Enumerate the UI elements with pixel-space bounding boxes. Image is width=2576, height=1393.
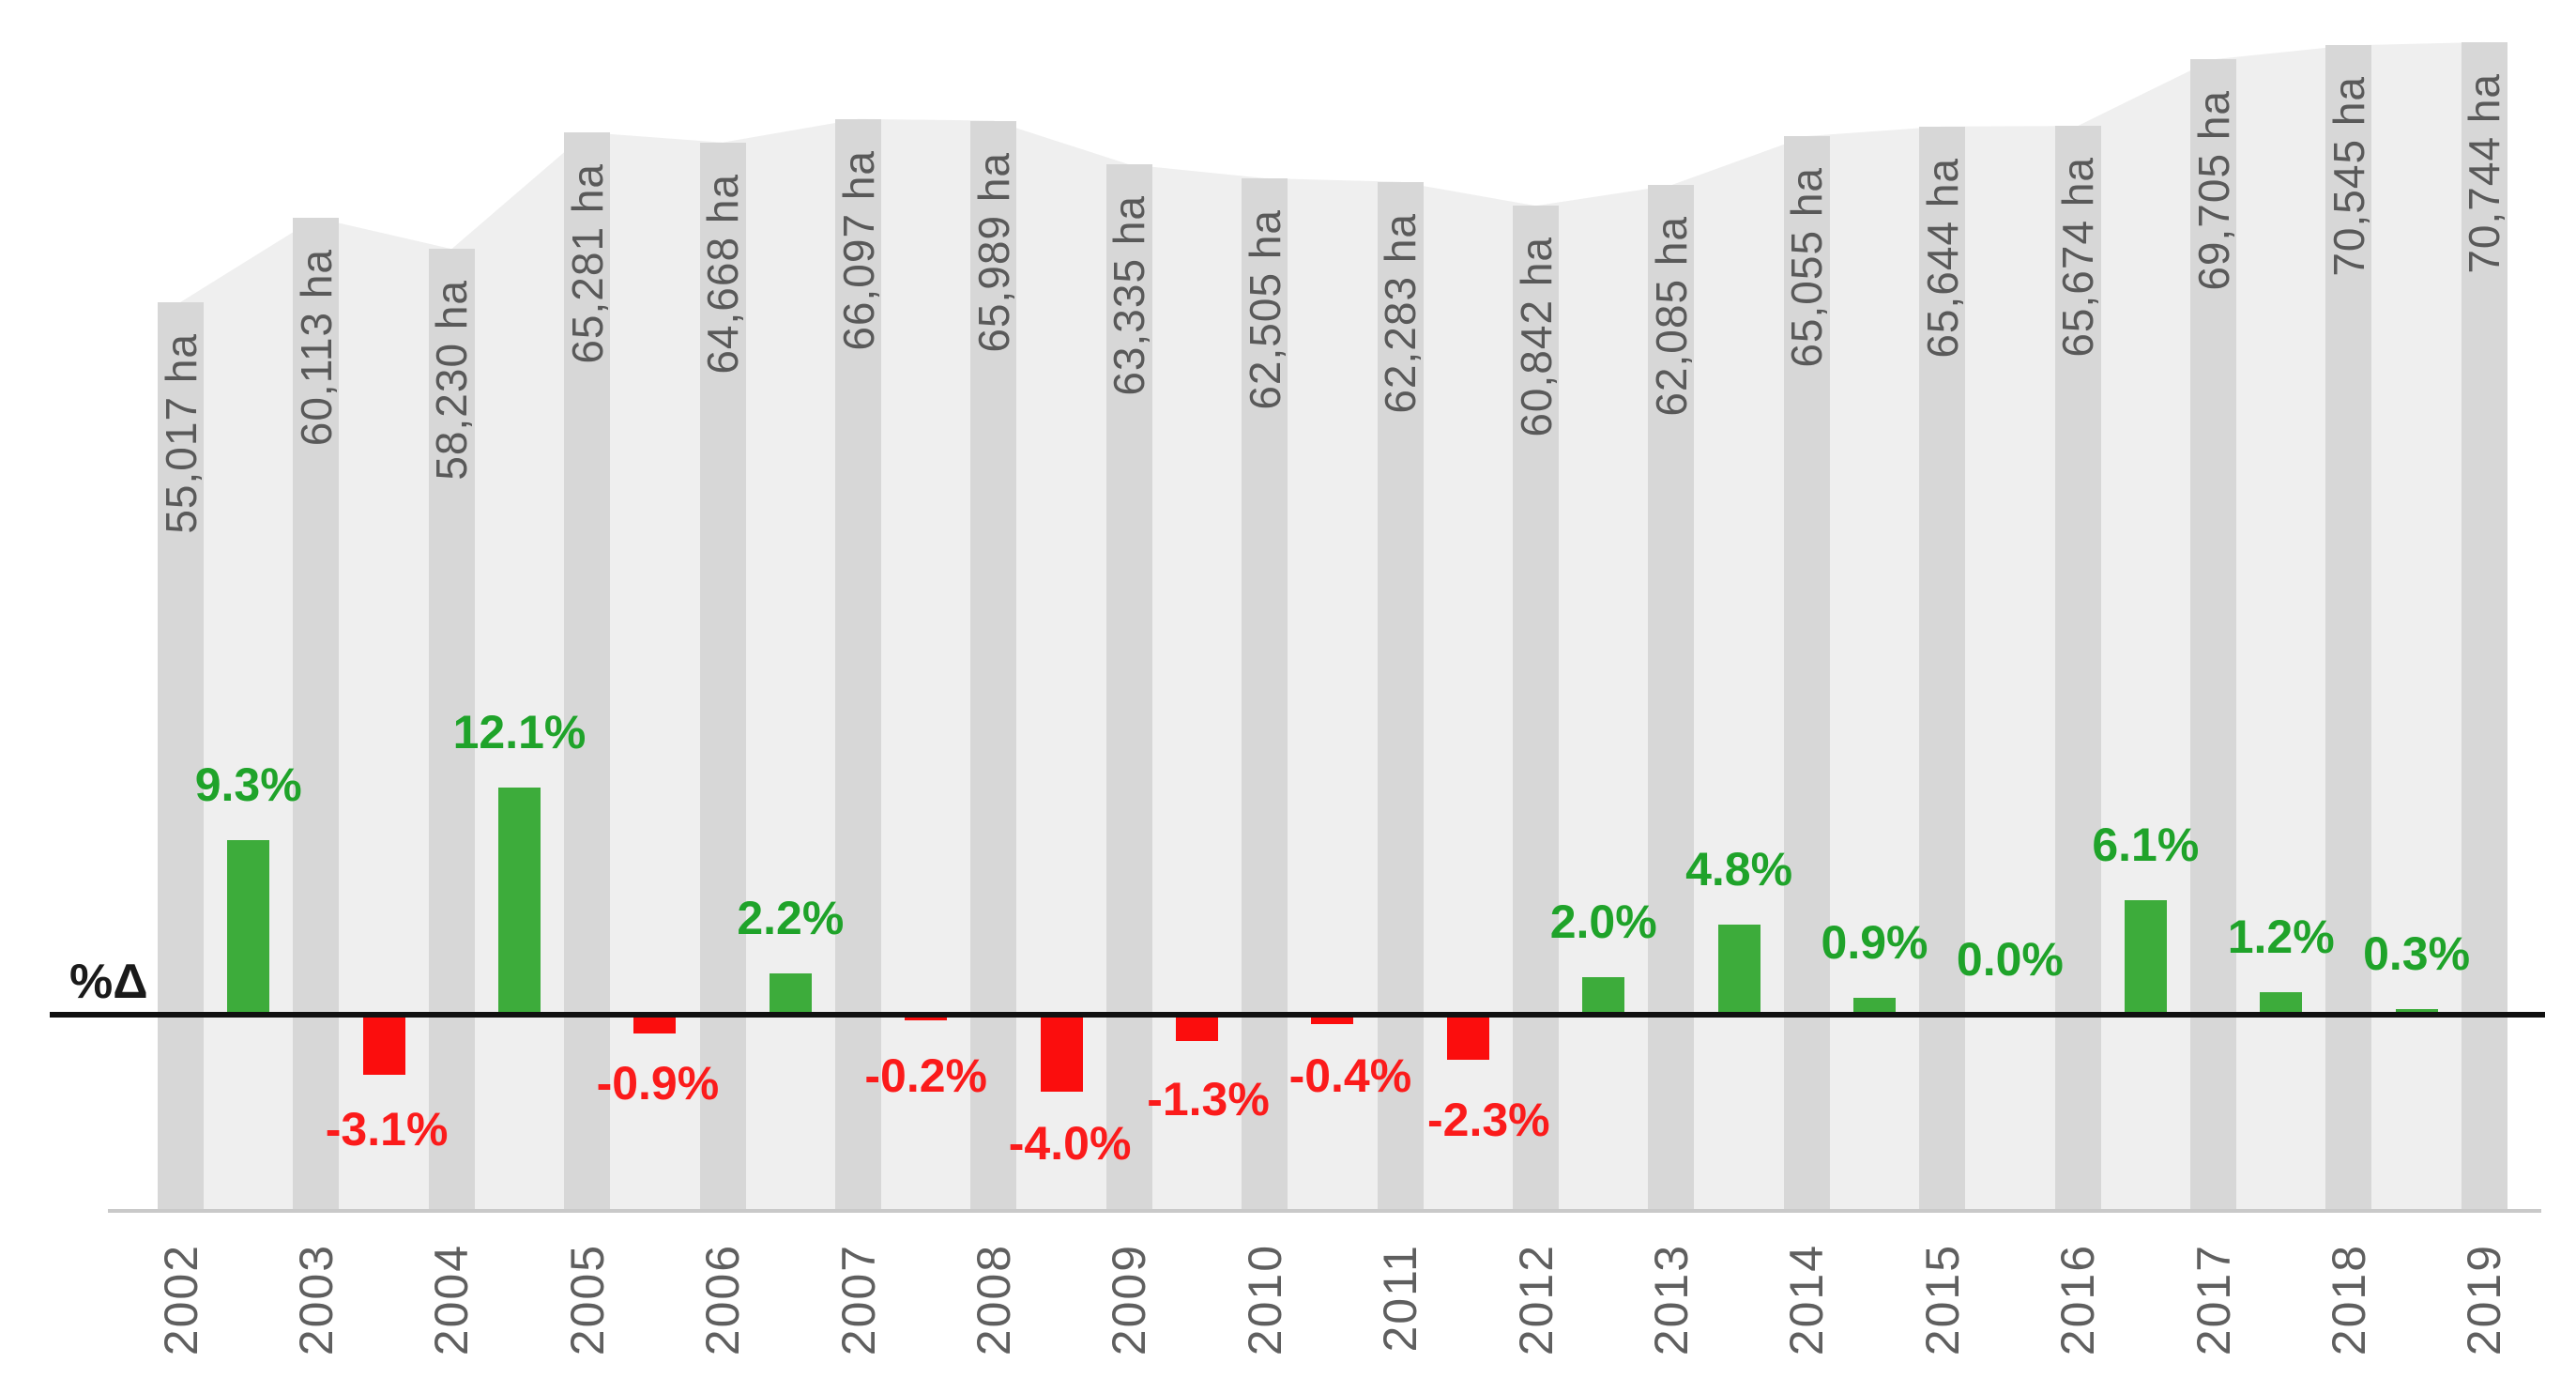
year-tick-label: 2016 xyxy=(2051,1244,2105,1356)
column-2006 xyxy=(699,142,746,1209)
hectares-value-label: 65,644 ha xyxy=(1917,157,1967,359)
percent-change-bar-2009-2010 xyxy=(1176,1017,1218,1041)
year-tick-label: 2006 xyxy=(696,1244,750,1356)
hectares-value-label: 58,230 ha xyxy=(427,280,477,481)
percent-change-value-label: -3.1% xyxy=(325,1103,449,1156)
column-2010 xyxy=(1242,177,1288,1209)
column-2009 xyxy=(1105,164,1152,1209)
year-tick-label: 2010 xyxy=(1238,1244,1291,1356)
percent-change-bar-2010-2011 xyxy=(1311,1017,1354,1024)
percent-change-bar-2004-2005 xyxy=(498,788,541,1015)
hectares-value-label: 65,989 ha xyxy=(968,151,1018,353)
hectares-area-shape xyxy=(180,41,2485,1209)
hectares-value-label: 65,674 ha xyxy=(2053,157,2103,358)
hectares-value-label: 62,505 ha xyxy=(1240,208,1289,410)
column-2013 xyxy=(1648,185,1695,1209)
column-2016 xyxy=(2054,126,2101,1209)
percent-change-value-label: 0.0% xyxy=(1956,933,2064,986)
percent-change-bar-2014-2015 xyxy=(1853,998,1896,1015)
column-2004 xyxy=(428,249,475,1209)
column-2012 xyxy=(1513,206,1559,1209)
hectares-value-label: 69,705 ha xyxy=(2188,90,2238,291)
year-tick-label: 2003 xyxy=(289,1244,343,1356)
year-tick-label: 2007 xyxy=(831,1244,885,1356)
percent-change-bar-2003-2004 xyxy=(362,1017,405,1075)
hectares-value-label: 70,545 ha xyxy=(2324,76,2373,278)
percent-change-bar-2002-2003 xyxy=(227,840,270,1015)
hectares-value-label: 60,842 ha xyxy=(1511,237,1561,437)
percent-change-value-label: 0.3% xyxy=(2363,927,2471,980)
percent-change-value-label: 1.2% xyxy=(2227,911,2335,963)
percent-change-bar-2006-2007 xyxy=(769,973,812,1015)
hectares-value-label: 62,283 ha xyxy=(1376,212,1425,414)
percent-change-value-label: 2.0% xyxy=(1549,896,1657,948)
percent-delta-axis-label: %Δ xyxy=(69,955,148,1009)
percent-change-value-label: 0.9% xyxy=(1821,916,1928,969)
hectares-value-label: 60,113 ha xyxy=(291,249,341,447)
column-2002 xyxy=(158,301,204,1209)
hectares-value-label: 63,335 ha xyxy=(1105,195,1154,396)
year-tick-label: 2017 xyxy=(2187,1244,2240,1356)
column-2007 xyxy=(835,118,881,1209)
year-tick-label: 2008 xyxy=(967,1244,1020,1356)
percent-change-value-label: -0.2% xyxy=(864,1049,987,1102)
year-tick-label: 2013 xyxy=(1644,1244,1698,1356)
hectares-value-label: 70,744 ha xyxy=(2460,72,2509,274)
hectares-value-label: 62,085 ha xyxy=(1646,216,1696,417)
percent-change-bar-2011-2012 xyxy=(1446,1017,1489,1060)
percent-change-value-label: -0.4% xyxy=(1288,1049,1412,1102)
percent-change-value-label: -4.0% xyxy=(1008,1117,1132,1170)
year-tick-label: 2002 xyxy=(154,1244,207,1356)
column-2011 xyxy=(1377,181,1424,1209)
percent-change-bar-2016-2017 xyxy=(2124,900,2167,1015)
year-tick-label: 2015 xyxy=(1915,1244,1969,1356)
column-2014 xyxy=(1783,136,1830,1209)
percent-change-value-label: 6.1% xyxy=(2092,819,2200,871)
percent-change-value-label: 4.8% xyxy=(1685,843,1793,896)
percent-change-bar-2008-2009 xyxy=(1040,1017,1083,1092)
year-tick-label: 2014 xyxy=(1780,1244,1834,1356)
percent-change-bar-2005-2006 xyxy=(633,1017,677,1033)
hectares-value-label: 66,097 ha xyxy=(833,149,883,351)
column-2005 xyxy=(564,132,611,1209)
percent-change-bar-2012-2013 xyxy=(1582,977,1625,1015)
year-tick-label: 2009 xyxy=(1103,1244,1156,1356)
year-tick-label: 2011 xyxy=(1374,1244,1427,1353)
hectares-value-label: 64,668 ha xyxy=(698,173,748,375)
percent-change-zero-line xyxy=(50,1012,2545,1018)
column-2015 xyxy=(1919,126,1966,1209)
year-tick-label: 2019 xyxy=(2458,1244,2511,1356)
percent-change-value-label: -1.3% xyxy=(1147,1073,1270,1125)
year-tick-label: 2005 xyxy=(560,1244,614,1356)
percent-change-value-label: -0.9% xyxy=(596,1057,720,1110)
x-axis-baseline xyxy=(108,1209,2541,1213)
year-tick-label: 2004 xyxy=(425,1244,479,1356)
percent-change-value-label: 9.3% xyxy=(194,758,302,811)
percent-change-bar-2017-2018 xyxy=(2260,992,2303,1015)
percent-change-bar-2007-2008 xyxy=(905,1017,948,1020)
year-tick-label: 2012 xyxy=(1509,1244,1562,1356)
hectares-value-label: 65,055 ha xyxy=(1782,167,1832,368)
column-2003 xyxy=(293,218,340,1209)
percent-change-bar-2013-2014 xyxy=(1717,925,1761,1015)
hectares-value-label: 55,017 ha xyxy=(156,332,206,534)
percent-change-value-label: 12.1% xyxy=(452,706,587,758)
percent-change-value-label: -2.3% xyxy=(1426,1094,1550,1146)
percent-change-value-label: 2.2% xyxy=(737,892,845,944)
year-tick-label: 2018 xyxy=(2322,1244,2375,1356)
column-2008 xyxy=(970,120,1017,1209)
hectares-value-label: 65,281 ha xyxy=(562,163,612,364)
